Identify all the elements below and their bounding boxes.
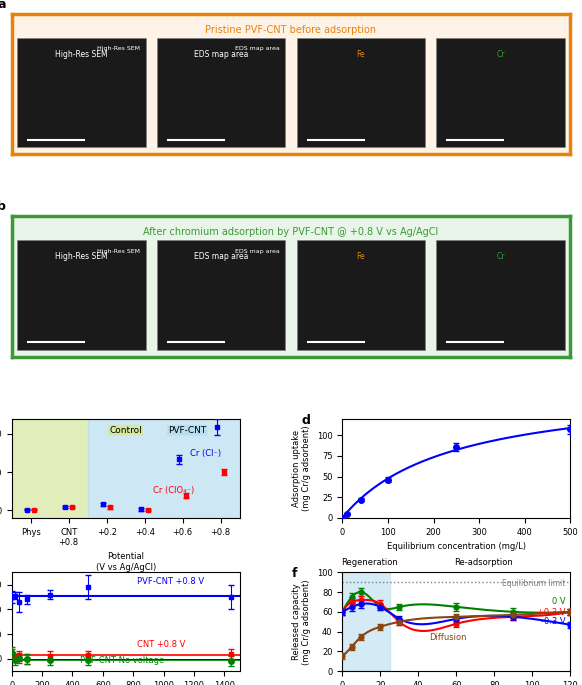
Text: +0.3 V: +0.3 V: [537, 608, 566, 617]
Text: b: b: [0, 201, 6, 214]
Text: High-Res SEM: High-Res SEM: [55, 50, 108, 59]
Text: PVF-CNT +0.8 V: PVF-CNT +0.8 V: [137, 577, 204, 586]
Text: EDS map area: EDS map area: [194, 50, 249, 59]
Text: d: d: [301, 414, 310, 427]
Text: Cr: Cr: [496, 252, 505, 261]
X-axis label: Equilibrium concentration (mg/L): Equilibrium concentration (mg/L): [387, 542, 526, 551]
Text: EDS map area: EDS map area: [194, 252, 249, 261]
Y-axis label: Adsorption uptake
(mg Cr/g adsorbent): Adsorption uptake (mg Cr/g adsorbent): [292, 425, 311, 511]
Y-axis label: Released capacity
(mg Cr/g adsorbent): Released capacity (mg Cr/g adsorbent): [292, 579, 311, 664]
Text: EDS map area: EDS map area: [235, 47, 280, 51]
Text: Re-adsorption: Re-adsorption: [455, 558, 513, 567]
Text: -0.3 V: -0.3 V: [541, 616, 566, 626]
FancyBboxPatch shape: [157, 240, 285, 349]
FancyBboxPatch shape: [297, 240, 425, 349]
Bar: [12, 419, 88, 518]
Text: High-Res SEM: High-Res SEM: [55, 252, 108, 261]
Text: CNT +0.8 V: CNT +0.8 V: [137, 640, 186, 649]
Text: Regeneration: Regeneration: [341, 558, 398, 567]
Text: Control: Control: [109, 425, 142, 435]
FancyBboxPatch shape: [157, 38, 285, 147]
Text: Cr (Cl⁻): Cr (Cl⁻): [190, 449, 221, 458]
Text: f: f: [292, 567, 297, 580]
Text: Fe: Fe: [357, 252, 365, 261]
Text: Fe: Fe: [357, 50, 365, 59]
Text: High-Res SEM: High-Res SEM: [97, 47, 140, 51]
FancyBboxPatch shape: [297, 38, 425, 147]
X-axis label: Potential
(V vs Ag/AgCl): Potential (V vs Ag/AgCl): [95, 553, 156, 572]
FancyBboxPatch shape: [436, 38, 565, 147]
Text: EDS map area: EDS map area: [235, 249, 280, 254]
FancyBboxPatch shape: [17, 240, 146, 349]
Bar: [342, 572, 390, 671]
Text: High-Res SEM: High-Res SEM: [97, 249, 140, 254]
Text: Diffusion: Diffusion: [429, 633, 466, 642]
Text: a: a: [0, 0, 6, 11]
Text: PVF-CNT: PVF-CNT: [168, 425, 207, 435]
Text: Cr: Cr: [496, 50, 505, 59]
Bar: [88, 419, 240, 518]
Text: PVF-CNT No voltage: PVF-CNT No voltage: [80, 656, 164, 665]
Text: After chromium adsorption by PVF-CNT @ +0.8 V vs Ag/AgCl: After chromium adsorption by PVF-CNT @ +…: [143, 227, 439, 238]
FancyBboxPatch shape: [436, 240, 565, 349]
Text: 0 V: 0 V: [552, 597, 566, 606]
Text: Cr (ClO₄⁻): Cr (ClO₄⁻): [153, 486, 194, 495]
Text: Pristine PVF-CNT before adsorption: Pristine PVF-CNT before adsorption: [205, 25, 377, 35]
Text: Equilibrium limit: Equilibrium limit: [502, 580, 566, 588]
FancyBboxPatch shape: [17, 38, 146, 147]
